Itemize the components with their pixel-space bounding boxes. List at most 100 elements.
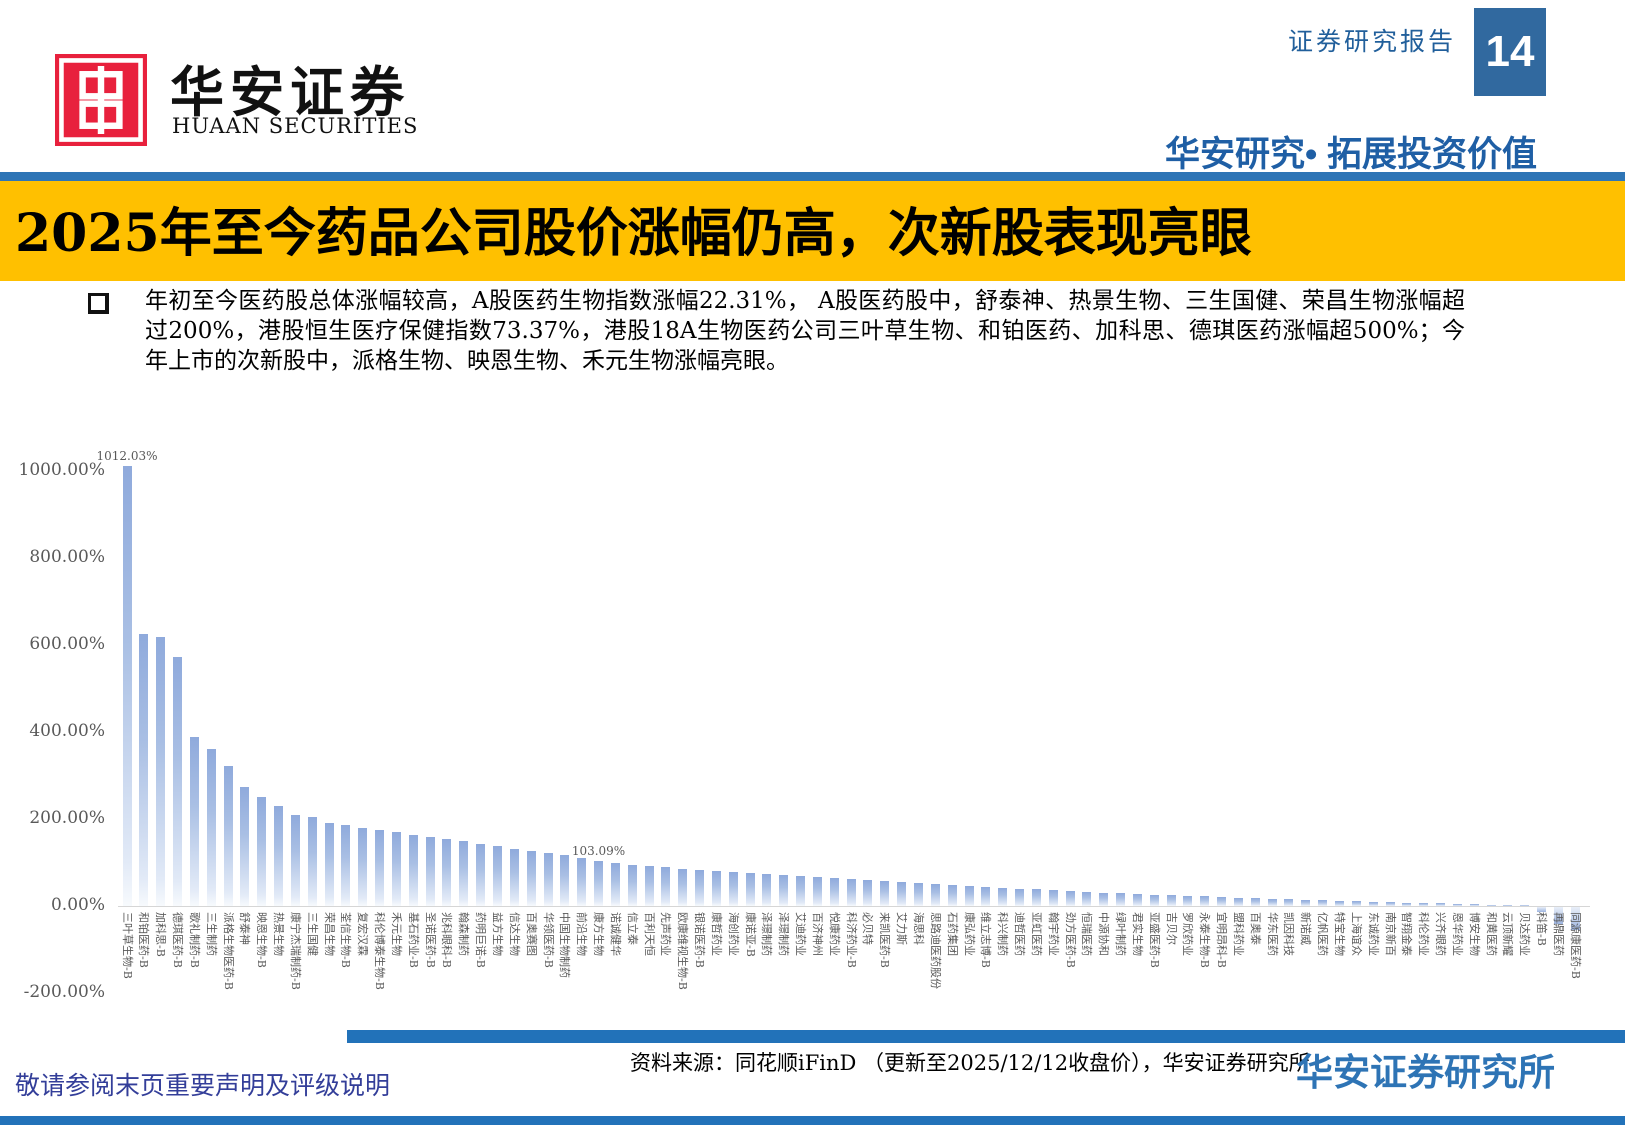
bar-康诺亚-B [745,873,755,906]
category-label: 荣昌生物 [322,912,336,956]
x-axis-line [118,906,1590,907]
category-label: 信立泰 [625,912,639,945]
bar-信立泰 [627,864,637,906]
category-label: 三叶草生物-B [120,912,134,979]
category-label: 同源康医药-B [1568,912,1582,979]
category-label: 兴齐眼药 [1434,912,1448,956]
bar-云顶新耀 [1503,904,1513,906]
bar-海创药业 [728,872,738,906]
summary-paragraph: 年初至今医药股总体涨幅较高，A股医药生物指数涨幅22.31%， A股医药股中，舒… [145,288,1465,374]
bar-海思科 [913,882,923,906]
category-label: 中国生物制药 [558,912,572,978]
category-label: 基石药业-B [406,912,420,968]
bar-石药集团 [947,884,957,906]
bar-荃信生物-B [341,825,351,906]
category-label: 康宁杰瑞制药-B [288,912,302,990]
category-label: 必贝特 [861,912,875,945]
bar-康方生物 [594,861,604,906]
category-label: 科伦博泰生物-B [373,912,387,990]
category-label: 歌礼制药-B [187,912,201,968]
huaan-logo-icon [55,53,147,147]
page-title: 2025年至今药品公司股价涨幅仍高，次新股表现亮眼 [15,203,1252,264]
category-label: 贝达药业 [1518,912,1532,956]
bottom-strip [0,1116,1625,1125]
category-label: 亚盛医药-B [1147,912,1161,968]
bar-凯因科技 [1284,899,1294,906]
bar-思路迪医药股份 [930,883,940,906]
header-divider [0,172,1625,181]
bar-诺诚健华 [610,863,620,906]
bar-再鼎医药 [1553,907,1563,924]
category-label: 永泰生物-B [1198,912,1212,968]
bar-康弘药业 [964,885,974,906]
bar-百济神州 [812,877,822,906]
category-label: 益方生物 [490,912,504,956]
category-label: 舒泰神 [238,912,252,945]
bar-盟科药业 [1233,897,1243,906]
bar-基石药业-B [408,834,418,906]
disclaimer-text: 敬请参阅末页重要声明及评级说明 [15,1072,391,1100]
bar-亚盛医药-B [1149,894,1159,906]
bar-歌礼制药-B [189,737,199,906]
bar-亿帆医药 [1318,900,1328,906]
category-label: 加科思-B [154,912,168,957]
category-label: 维立志博-B [979,912,993,968]
category-label: 上海谊众 [1349,912,1363,956]
category-label: 银诺医药-B [693,912,707,968]
y-axis-tick-label: 400.00% [29,721,105,741]
bar-泽璟制药 [762,874,772,906]
bar-和黄医药 [1486,904,1496,906]
bar-必贝特 [863,879,873,906]
bar-维立志博-B [981,886,991,906]
bar-复宏汉霖 [358,827,368,906]
bar-圣诺医药-B [425,836,435,906]
category-label: 前沿生物 [575,912,589,956]
logo-company-name: 华安证券 [170,60,410,124]
bar-翰宇药业 [1048,890,1058,906]
category-label: 禾元生物 [389,912,403,956]
category-label: 恒瑞医药 [1080,912,1094,956]
bar-上海谊众 [1351,901,1361,906]
bar-东诚药业 [1368,901,1378,906]
category-label: 恩华药业 [1450,912,1464,956]
bar-和铂医药-B [139,634,149,906]
bar-加科思-B [156,637,166,906]
category-label: 和黄医药 [1484,912,1498,956]
category-label: 派格生物医药-B [221,912,235,990]
category-label: 博安生物 [1467,912,1481,956]
category-label: 百济神州 [810,912,824,956]
category-label: 兆科眼科-B [440,912,454,968]
category-label: 康哲药业 [709,912,723,956]
bar-博安生物 [1469,904,1479,906]
category-label: 海思科 [911,912,925,945]
research-slogan: 华安研究• 拓展投资价值 [1165,135,1537,174]
bar-科兴制药 [998,887,1008,906]
bar-舒泰神 [240,787,250,906]
category-label: 再鼎医药 [1551,912,1565,956]
bar-信达生物 [509,848,519,906]
category-label: 映恩生物-B [255,912,269,968]
y-axis-tick-label: 200.00% [29,808,105,828]
bar-同源康医药-B [1570,907,1580,930]
bar-绿叶制药 [1116,893,1126,906]
category-label: 热景生物 [272,912,286,956]
category-label: 翰宇药业 [1046,912,1060,956]
bar-华东医药 [1267,899,1277,906]
category-label: 科伦药业 [1417,912,1431,956]
bar-贝达药业 [1520,905,1530,906]
category-label: 东诚药业 [1366,912,1380,956]
bar-百奥赛图 [526,850,536,906]
bar-银诺医药-B [695,869,705,906]
category-label: 德琪医药-B [171,912,185,968]
bar-吉贝尔 [1166,895,1176,906]
bar-禾元生物 [391,832,401,906]
category-label: 海创药业 [726,912,740,956]
category-label: 吉贝尔 [1164,912,1178,945]
bar-艾迪药业 [796,875,806,906]
category-label: 康方生物 [592,912,606,956]
bar-荣昌生物 [324,822,334,906]
bar-罗欣药业 [1183,895,1193,906]
category-label: 康弘药业 [962,912,976,956]
bar-新诺威 [1301,899,1311,906]
category-label: 和铂医药-B [137,912,151,968]
